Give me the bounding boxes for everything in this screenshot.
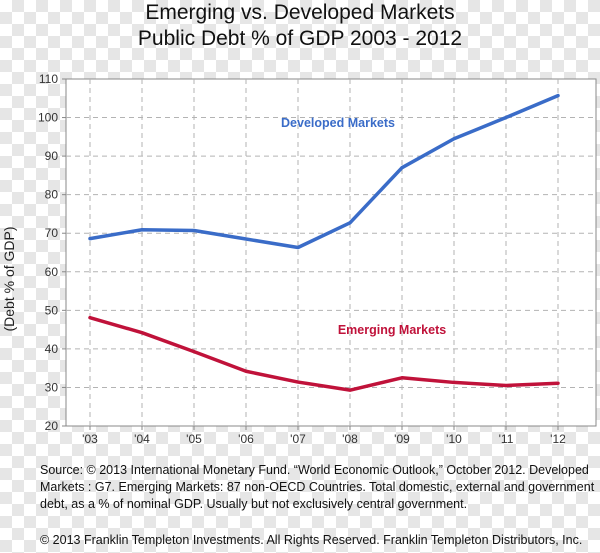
series-lines [88, 93, 560, 392]
data-point [192, 350, 196, 354]
data-point [296, 245, 300, 249]
y-tick-label: 90 [45, 149, 59, 163]
data-point [296, 380, 300, 384]
data-point [348, 221, 352, 225]
series-label: Developed Markets [281, 116, 395, 130]
y-tick-label: 40 [45, 342, 59, 356]
data-point [192, 229, 196, 233]
source-note: Source: © 2013 International Monetary Fu… [40, 463, 595, 511]
data-point [244, 369, 248, 373]
data-point [452, 137, 456, 141]
chart-subtitle: Public Debt % of GDP 2003 - 2012 [137, 27, 463, 50]
y-tick-label: 50 [45, 303, 59, 317]
y-tick-label: 20 [45, 419, 59, 433]
x-tick-label: '11 [499, 432, 514, 446]
y-tick-label: 100 [38, 111, 58, 125]
y-tick-label: 70 [45, 226, 59, 240]
data-point [348, 388, 352, 392]
x-tick-label: '05 [186, 432, 202, 446]
data-point [504, 116, 508, 120]
data-point [140, 228, 144, 232]
y-tick-label: 30 [45, 380, 59, 394]
x-tick-label: '10 [446, 432, 462, 446]
chart-title: Emerging vs. Developed Markets [145, 1, 455, 24]
x-tick-label: '08 [342, 432, 358, 446]
x-tick-label: '03 [82, 432, 98, 446]
y-tick-label: 80 [45, 188, 59, 202]
x-tick-label: '04 [134, 432, 150, 446]
data-point [504, 384, 508, 388]
data-point [140, 331, 144, 335]
copyright-note: © 2013 Franklin Templeton Investments. A… [40, 533, 583, 547]
data-point [400, 376, 404, 380]
y-tick-label: 60 [45, 265, 59, 279]
x-tick-label: '07 [290, 432, 306, 446]
y-axis-label: (Debt % of GDP) [1, 226, 17, 332]
data-point [400, 166, 404, 170]
x-axis-ticks: '03 '04 '05 '06 '07 '08 '09 '10 '11 '12 [82, 426, 566, 446]
data-point [88, 237, 92, 241]
y-tick-label: 110 [39, 72, 58, 86]
data-point [556, 381, 560, 385]
y-axis-ticks: 20 30 40 50 60 70 80 90 100 110 [38, 72, 66, 433]
plot-area [65, 78, 597, 427]
data-point [452, 380, 456, 384]
data-point [244, 237, 248, 241]
series-labels: Developed Markets Emerging Markets [281, 116, 446, 337]
data-point [88, 316, 92, 320]
x-tick-label: '12 [550, 432, 566, 446]
x-tick-label: '06 [238, 432, 254, 446]
series-label: Emerging Markets [338, 323, 446, 337]
data-point [556, 94, 560, 98]
series-line-0 [88, 93, 560, 250]
series-line-1 [88, 315, 560, 392]
x-tick-label: '09 [394, 432, 410, 446]
